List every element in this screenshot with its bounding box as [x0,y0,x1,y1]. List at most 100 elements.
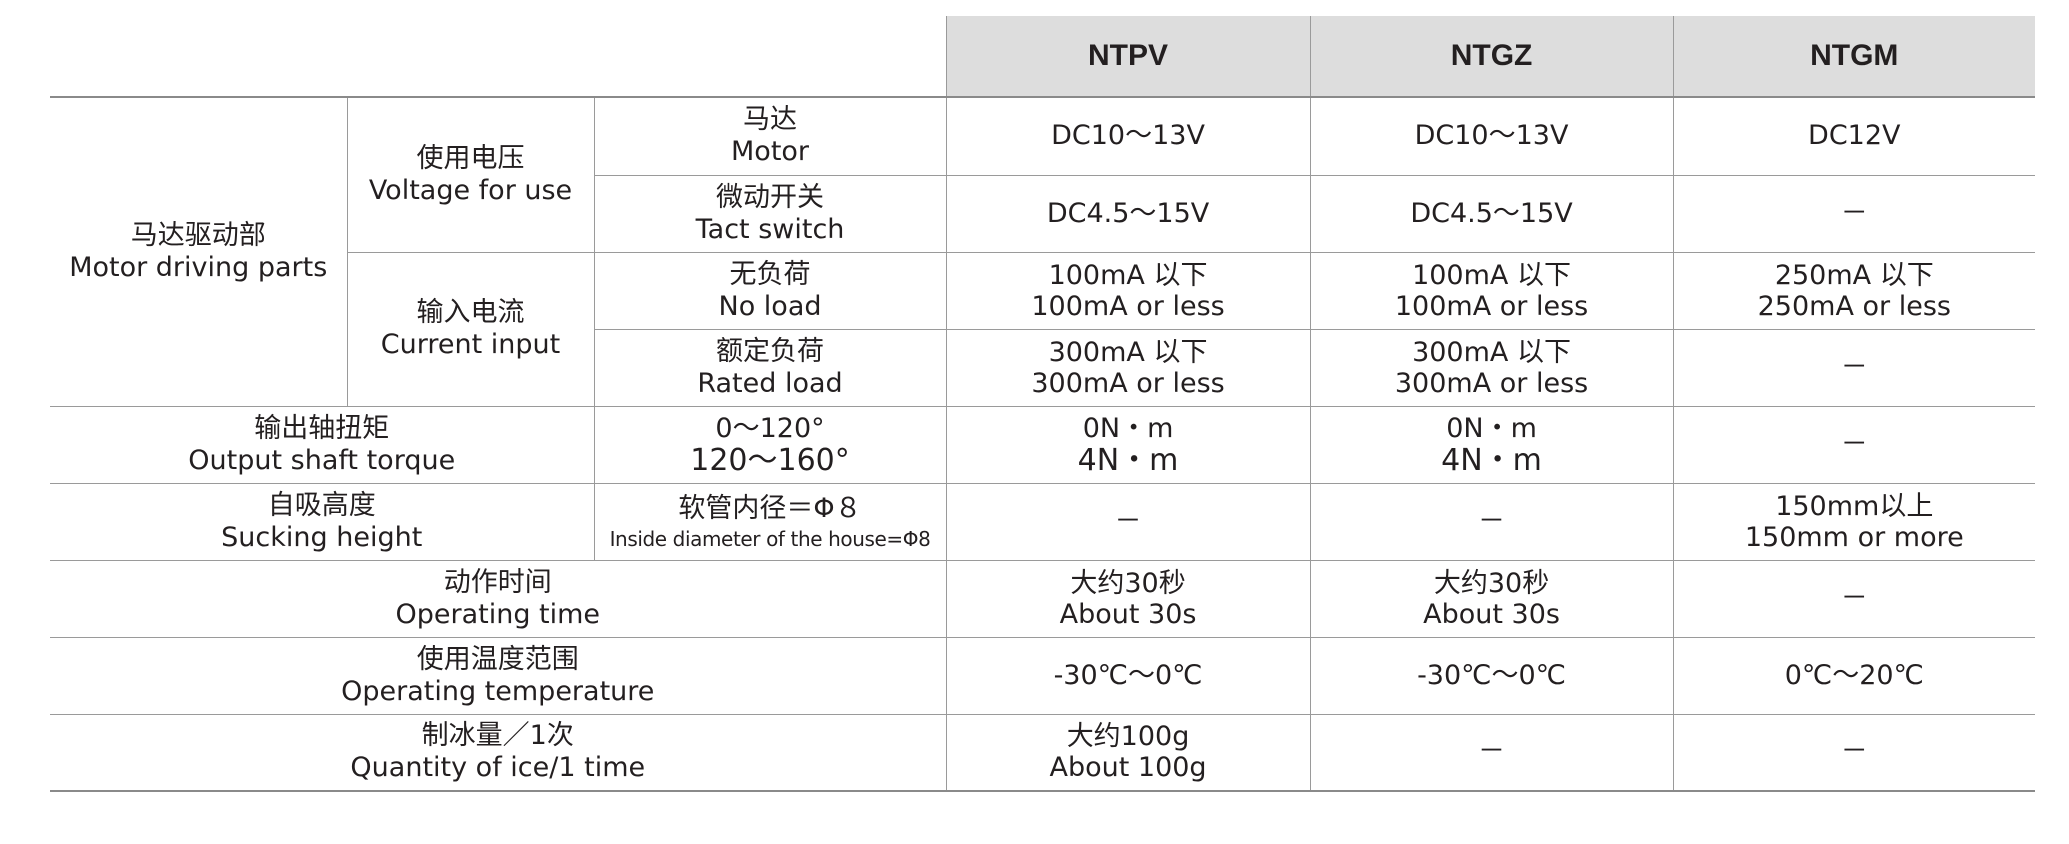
rated-ntgz-en: 300mA or less [1394,367,1589,399]
torque-ntgz-b: 4N・m [1441,442,1542,478]
header-blank-cell [50,16,947,98]
tact-label: 微动开关 Tact switch [593,174,947,253]
motor-en: Motor [731,136,810,168]
noload-ntgz-zh: 100mA 以下 [1412,259,1571,291]
torque-ntgz: 0N・m 4N・m [1309,405,1674,484]
motor-ntgz: DC10～13V [1309,96,1674,176]
torque-condition: 0～120° 120～160° [593,405,947,484]
ice-ntgz: － [1309,713,1674,792]
suck-ntgm-en: 150mm or more [1744,521,1964,553]
optemp-label: 使用温度范围 Operating temperature [50,636,947,715]
torque-zh: 输出轴扭矩 [254,412,390,444]
suck-en: Sucking height [221,521,423,553]
ice-ntpv-en: About 100g [1049,752,1207,784]
noload-ntpv: 100mA 以下 100mA or less [945,251,1311,330]
voltage-en: Voltage for use [368,174,573,206]
optemp-ntgm: 0℃～20℃ [1672,636,2036,715]
table-row: 额定负荷 Rated load 300mA 以下 300mA or less 3… [50,328,2036,407]
suck-ntgz: － [1309,482,1674,561]
optime-ntgm: － [1672,559,2036,638]
rated-ntpv-en: 300mA or less [1031,367,1225,399]
motor-parts-en: Motor driving parts [69,251,328,283]
table-row: 自吸高度 Sucking height 软管内径＝Φ８ Inside diame… [50,482,2036,561]
torque-ntpv-b: 4N・m [1077,442,1179,478]
torque-ntgz-a: 0N・m [1446,412,1537,444]
rated-zh: 额定负荷 [716,335,825,367]
noload-en: No load [718,290,822,322]
ice-ntpv-zh: 大约100g [1066,721,1190,753]
voltage-zh: 使用电压 [416,142,525,174]
tact-en: Tact switch [695,213,845,245]
table-row: 输出轴扭矩 Output shaft torque 0～120° 120～160… [50,405,2036,484]
torque-cond-b: 120～160° [690,442,850,478]
torque-label: 输出轴扭矩 Output shaft torque [50,405,595,484]
torque-ntgm: － [1672,405,2036,484]
torque-cond-a: 0～120° [715,412,825,444]
motor-label: 马达 Motor [593,96,947,176]
motor-ntgm: DC12V [1672,96,2036,176]
noload-ntgm: 250mA 以下 250mA or less [1672,251,2036,330]
suck-cond-zh: 软管内径＝Φ８ [678,492,862,524]
motor-ntpv: DC10～13V [945,96,1311,176]
current-label: 输入电流 Current input [346,251,595,407]
rated-ntpv-zh: 300mA 以下 [1048,336,1208,368]
voltage-label: 使用电压 Voltage for use [346,96,595,253]
optime-label: 动作时间 Operating time [50,559,947,638]
rated-ntgm: － [1672,328,2036,407]
tact-ntgm: － [1672,174,2036,253]
ice-ntpv: 大约100g About 100g [945,713,1311,792]
noload-ntgz: 100mA 以下 100mA or less [1309,251,1674,330]
suck-condition: 软管内径＝Φ８ Inside diameter of the house=Φ8 [593,482,947,561]
optemp-ntgz: -30℃～0℃ [1309,636,1674,715]
optime-ntgz-en: About 30s [1423,598,1560,630]
optime-ntpv-en: About 30s [1059,598,1197,630]
table-row: 输入电流 Current input 无负荷 No load 100mA 以下 … [50,251,2036,407]
header-ntpv: NTPV [945,16,1311,98]
rated-ntgz-zh: 300mA 以下 [1412,336,1571,368]
suck-ntpv: － [945,482,1311,561]
optime-zh: 动作时间 [443,566,552,598]
table-row: 制冰量／1次 Quantity of ice/1 time 大约100g Abo… [50,713,2036,792]
spec-table: NTPV NTGZ NTGM 马达驱动部 Motor driving parts… [50,16,2036,792]
ice-zh: 制冰量／1次 [421,720,574,752]
rated-ntpv: 300mA 以下 300mA or less [945,328,1311,407]
header-ntgm: NTGM [1672,16,2036,98]
tact-zh: 微动开关 [716,181,825,213]
table-row: 动作时间 Operating time 大约30秒 About 30s 大约30… [50,559,2036,638]
suck-cond-en: Inside diameter of the house=Φ8 [609,526,931,551]
noload-label: 无负荷 No load [593,251,947,330]
ice-en: Quantity of ice/1 time [350,752,646,784]
rated-label: 额定负荷 Rated load [593,328,947,407]
suck-ntgm-zh: 150mm以上 [1775,490,1934,522]
optemp-ntpv: -30℃～0℃ [945,636,1311,715]
header-ntgz: NTGZ [1309,16,1674,98]
header-row: NTPV NTGZ NTGM [50,16,2036,98]
motor-parts-zh: 马达驱动部 [130,219,266,251]
current-en: Current input [380,329,561,360]
rated-ntgz: 300mA 以下 300mA or less [1309,328,1674,407]
noload-ntpv-zh: 100mA 以下 [1048,259,1208,291]
table-row: 使用温度范围 Operating temperature -30℃～0℃ -30… [50,636,2036,715]
optemp-en: Operating temperature [341,675,655,707]
torque-en: Output shaft torque [188,444,456,476]
motor-parts-label: 马达驱动部 Motor driving parts [50,96,348,407]
suck-ntgm: 150mm以上 150mm or more [1672,482,2036,561]
optemp-zh: 使用温度范围 [416,643,579,675]
tact-ntpv: DC4.5～15V [945,174,1311,253]
tact-ntgz: DC4.5～15V [1309,174,1674,253]
optime-ntpv: 大约30秒 About 30s [945,559,1311,638]
torque-ntpv: 0N・m 4N・m [945,405,1311,484]
optime-ntgz-zh: 大约30秒 [1433,567,1550,599]
table-row: 马达驱动部 Motor driving parts 使用电压 Voltage f… [50,96,2036,407]
ice-label: 制冰量／1次 Quantity of ice/1 time [50,713,947,792]
optime-ntpv-zh: 大约30秒 [1070,567,1186,599]
noload-ntgm-en: 250mA or less [1757,290,1951,322]
rated-en: Rated load [697,367,843,399]
noload-ntgz-en: 100mA or less [1394,290,1589,322]
optime-en: Operating time [395,598,601,630]
suck-label: 自吸高度 Sucking height [50,482,595,561]
current-zh: 输入电流 [416,297,525,328]
noload-ntpv-en: 100mA or less [1031,290,1225,322]
suck-zh: 自吸高度 [267,489,376,521]
noload-zh: 无负荷 [729,258,811,290]
